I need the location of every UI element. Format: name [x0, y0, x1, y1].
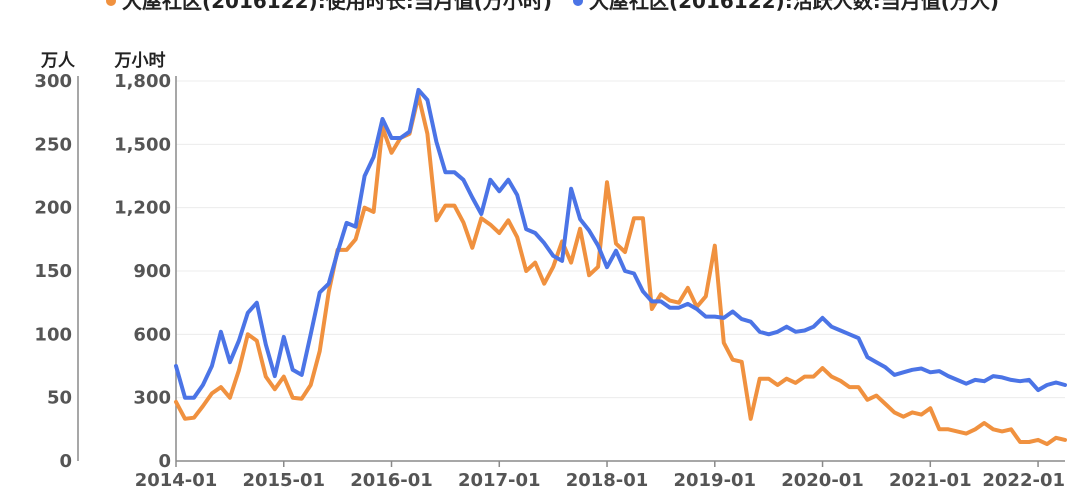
y-inner-tick-label: 600	[133, 324, 171, 345]
series-line-usage-hours	[174, 93, 1067, 447]
legend-marker-usage-hours	[106, 0, 116, 6]
y-inner-tick-label: 1,800	[114, 71, 171, 92]
y-inner-tick-label: 300	[133, 388, 171, 409]
y-outer-tick-label: 200	[34, 198, 72, 219]
left-outer-axis-ticks: 0 50 100 150 200 250 300	[34, 71, 72, 472]
x-tick-label: 2014-01	[135, 470, 218, 489]
y-outer-tick-label: 300	[34, 71, 72, 92]
y-outer-tick-label: 50	[47, 388, 72, 409]
legend-marker-active-users	[573, 0, 583, 6]
x-tick-label: 2019-01	[673, 470, 756, 489]
x-tick-label: 2022-01	[982, 470, 1065, 489]
series-layer	[174, 87, 1067, 447]
grid	[176, 80, 1065, 399]
y-outer-tick-label: 0	[59, 451, 72, 472]
y-inner-tick-label: 1,200	[114, 198, 171, 219]
legend: 大屋社区(2016122):使用时长:当月值(万小时) 大屋社区(2016122…	[106, 0, 999, 13]
left-inner-axis-ticks: 0 300 600 900 1,200 1,500 1,800	[114, 71, 171, 472]
y-inner-tick-label: 0	[158, 451, 171, 472]
y-outer-tick-label: 150	[34, 261, 72, 282]
series-line-active-users	[174, 87, 1067, 400]
x-tick-label: 2017-01	[458, 470, 541, 489]
left-outer-axis-unit: 万人	[40, 51, 76, 71]
y-inner-tick-label: 1,500	[114, 134, 171, 155]
x-tick-label: 2021-01	[889, 470, 972, 489]
y-outer-tick-label: 100	[34, 324, 72, 345]
x-tick-label: 2016-01	[350, 470, 433, 489]
legend-label-usage-hours: 大屋社区(2016122):使用时长:当月值(万小时)	[122, 0, 552, 13]
y-inner-tick-label: 900	[133, 261, 171, 282]
x-tick-label: 2015-01	[242, 470, 325, 489]
left-inner-axis-unit: 万小时	[114, 51, 166, 71]
x-axis-ticks: 2014-01 2015-01 2016-01 2017-01 2018-01 2019-…	[135, 461, 1065, 489]
y-outer-tick-label: 250	[34, 134, 72, 155]
x-tick-label: 2018-01	[566, 470, 649, 489]
legend-label-active-users: 大屋社区(2016122):活跃人数:当月值(万人)	[589, 0, 999, 13]
x-tick-label: 2020-01	[781, 470, 864, 489]
